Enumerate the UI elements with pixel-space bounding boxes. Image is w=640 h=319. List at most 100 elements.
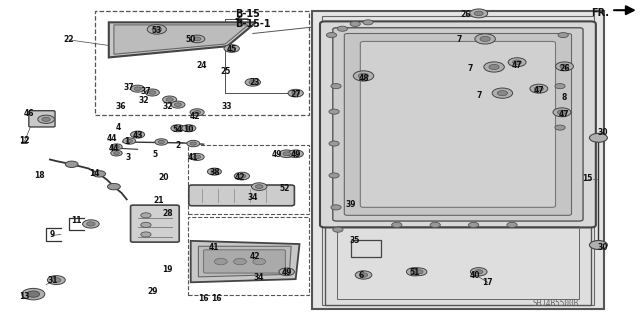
Text: 47: 47 [559,110,570,119]
Circle shape [187,140,200,147]
Circle shape [470,268,487,276]
Circle shape [186,126,192,130]
Text: 9: 9 [50,230,55,239]
Circle shape [553,108,571,117]
Circle shape [508,58,526,67]
Circle shape [337,26,348,31]
Text: 7: 7 [457,35,462,44]
Text: 16: 16 [198,294,209,303]
Circle shape [193,155,201,159]
Circle shape [131,85,145,92]
Circle shape [131,131,145,138]
Circle shape [489,64,499,70]
Circle shape [253,258,266,265]
Polygon shape [191,241,300,282]
Circle shape [108,183,120,190]
Text: 19: 19 [163,265,173,274]
Circle shape [555,125,565,130]
Text: 16: 16 [211,294,221,303]
Text: B-15: B-15 [236,9,260,19]
Text: 26: 26 [461,10,471,19]
Circle shape [331,84,341,89]
Circle shape [430,222,440,227]
Circle shape [114,152,119,155]
Text: 47: 47 [534,86,544,95]
Circle shape [329,109,339,114]
Circle shape [114,145,119,148]
Text: 7: 7 [476,91,481,100]
Circle shape [28,291,39,297]
Circle shape [245,78,260,86]
Circle shape [249,80,257,84]
Circle shape [83,220,99,228]
Text: 42: 42 [190,112,200,121]
FancyBboxPatch shape [320,21,596,227]
Circle shape [557,110,566,115]
Bar [188,145,309,214]
Bar [95,11,309,115]
Text: 41: 41 [209,243,220,252]
Circle shape [415,270,423,274]
Circle shape [279,268,294,276]
Circle shape [497,91,508,96]
Circle shape [171,101,185,108]
Circle shape [513,60,522,64]
Circle shape [171,125,185,132]
Text: 25: 25 [220,67,230,76]
Circle shape [480,36,490,41]
Circle shape [474,11,483,16]
Text: 15: 15 [582,174,593,183]
Text: 10: 10 [184,125,194,134]
Circle shape [93,171,106,177]
Text: 20: 20 [158,173,168,182]
Circle shape [224,45,239,52]
Circle shape [163,96,177,103]
Text: 35: 35 [350,236,360,245]
Text: 33: 33 [222,102,232,111]
Circle shape [484,62,504,72]
Circle shape [152,27,162,32]
Circle shape [207,168,221,175]
Text: 44: 44 [107,134,117,143]
Circle shape [190,109,204,116]
Circle shape [252,183,267,190]
Circle shape [190,142,196,145]
Text: FR.: FR. [591,8,609,18]
Text: 34: 34 [254,273,264,282]
Text: 42: 42 [250,252,260,261]
Text: 13: 13 [19,292,29,300]
Text: 17: 17 [483,278,493,287]
Circle shape [355,271,372,279]
Circle shape [141,222,151,227]
Circle shape [555,84,565,89]
Polygon shape [109,22,256,57]
Circle shape [52,278,61,282]
Circle shape [123,138,136,144]
Circle shape [228,47,236,50]
Circle shape [87,222,95,226]
Circle shape [238,174,246,178]
Text: 44: 44 [109,144,119,153]
Circle shape [147,25,166,34]
Circle shape [155,139,168,145]
Circle shape [166,98,173,101]
FancyBboxPatch shape [189,185,294,206]
Circle shape [589,133,607,142]
Text: 18: 18 [35,171,45,180]
Text: 27: 27 [291,90,301,99]
Circle shape [492,88,513,98]
Circle shape [174,103,182,107]
Text: 11: 11 [72,216,82,225]
Circle shape [148,91,156,94]
FancyBboxPatch shape [131,205,179,242]
Text: 3: 3 [125,153,131,162]
Circle shape [234,172,250,180]
Circle shape [42,117,50,122]
Text: 30: 30 [598,128,608,137]
Circle shape [234,258,246,265]
Circle shape [174,126,182,130]
Circle shape [326,33,337,38]
Circle shape [190,153,204,160]
Text: 14: 14 [90,169,100,178]
Text: 24: 24 [196,61,207,70]
